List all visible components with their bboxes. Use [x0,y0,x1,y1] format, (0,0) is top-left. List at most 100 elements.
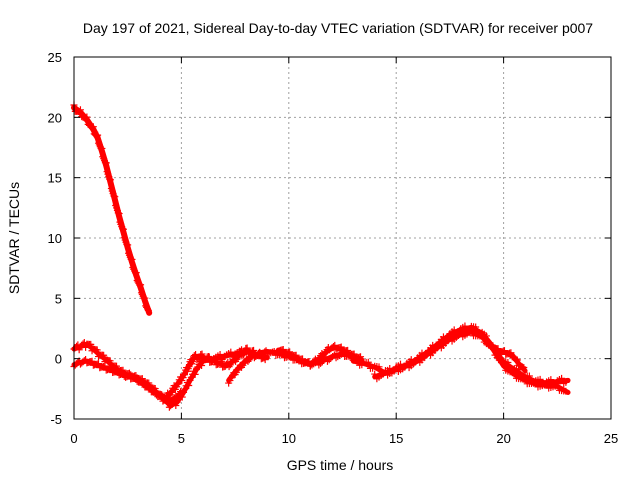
plus-marker [439,333,447,341]
series-satellite-track-low-h [489,344,528,374]
plus-marker [88,123,96,131]
plus-marker [115,210,123,218]
plus-marker [135,280,143,288]
plus-marker [180,371,188,379]
plus-marker [124,241,132,249]
plus-marker [265,349,273,357]
series-satellite-track-high [70,101,153,316]
plus-marker [198,361,206,369]
plus-marker [414,354,422,362]
plus-marker [100,351,108,359]
plus-marker [241,348,249,356]
y-tick-label: 25 [48,50,62,65]
plus-marker [286,348,294,356]
plus-marker [500,359,508,367]
plus-marker [217,357,225,365]
plus-marker [119,225,127,233]
plus-marker [102,159,110,167]
plus-marker [392,363,400,371]
plus-marker [144,306,152,314]
plus-marker [83,113,91,121]
plus-marker [424,347,432,355]
plus-marker [198,350,206,358]
plus-marker [450,326,458,334]
plus-marker [472,323,480,331]
plus-marker [228,359,236,367]
series-band [372,329,571,395]
plus-marker [510,368,518,376]
plus-marker [512,355,520,363]
plus-marker [234,353,242,361]
plus-marker [82,114,90,122]
plus-marker [172,402,180,410]
plus-marker [76,106,84,114]
plus-marker [350,350,358,358]
y-tick-label: 20 [48,110,62,125]
plus-marker [337,343,345,351]
plus-marker [435,340,443,348]
plus-marker [94,131,102,139]
plus-marker [364,358,372,366]
y-tick-label: 5 [55,291,62,306]
x-tick-label: 0 [70,431,77,446]
plus-marker [93,132,101,140]
y-tick-label: 15 [48,171,62,186]
plus-marker [204,352,212,360]
plus-marker [94,360,102,368]
plus-marker [132,372,140,380]
plus-marker [89,123,97,131]
plus-marker [354,355,362,363]
plus-marker [371,370,379,378]
plus-marker [227,348,235,356]
plus-marker [113,362,121,370]
plus-marker [268,348,276,356]
plus-marker [532,377,540,385]
plus-marker [547,376,555,384]
plus-marker [513,356,521,364]
plus-marker [98,144,106,152]
plus-marker [133,277,141,285]
x-tick-label: 25 [604,431,618,446]
plus-marker [151,385,159,393]
tick-layer: 0 5 10 15 20 25 -5 0 5 10 15 20 25 [48,50,619,446]
plus-marker [75,346,83,354]
plus-marker [137,281,145,289]
plus-marker [114,209,122,217]
series-layer [70,101,571,411]
plus-marker [263,350,271,358]
plus-marker [194,355,202,363]
plus-marker [558,374,566,382]
plus-marker [106,357,114,365]
plus-marker [87,340,95,348]
plus-marker [143,303,151,311]
plus-marker [536,375,544,383]
plus-marker [125,369,133,377]
x-tick-label: 5 [178,431,185,446]
series-satellite-track-low-c [162,344,268,401]
plus-marker [446,333,454,341]
x-tick-label: 20 [496,431,510,446]
plus-marker [457,328,465,336]
plus-marker [180,388,188,396]
plus-marker [216,351,224,359]
plus-marker [454,331,462,339]
plus-marker [494,345,502,353]
y-tick-label: 0 [55,352,62,367]
series-satellite-track-low-g [371,325,571,395]
grid-layer [74,57,611,419]
plus-marker [119,366,127,374]
plus-marker [88,357,96,365]
x-axis-label: GPS time / hours [287,457,394,473]
plus-marker [111,193,119,201]
plus-marker [186,376,194,384]
plus-marker [403,359,411,367]
plus-marker [553,380,561,388]
plus-marker [507,349,515,357]
x-tick-label: 15 [389,431,403,446]
plus-marker [521,374,529,382]
plus-marker [520,363,528,371]
plus-marker [267,349,275,357]
plus-marker [211,355,219,363]
plus-marker [344,346,352,354]
